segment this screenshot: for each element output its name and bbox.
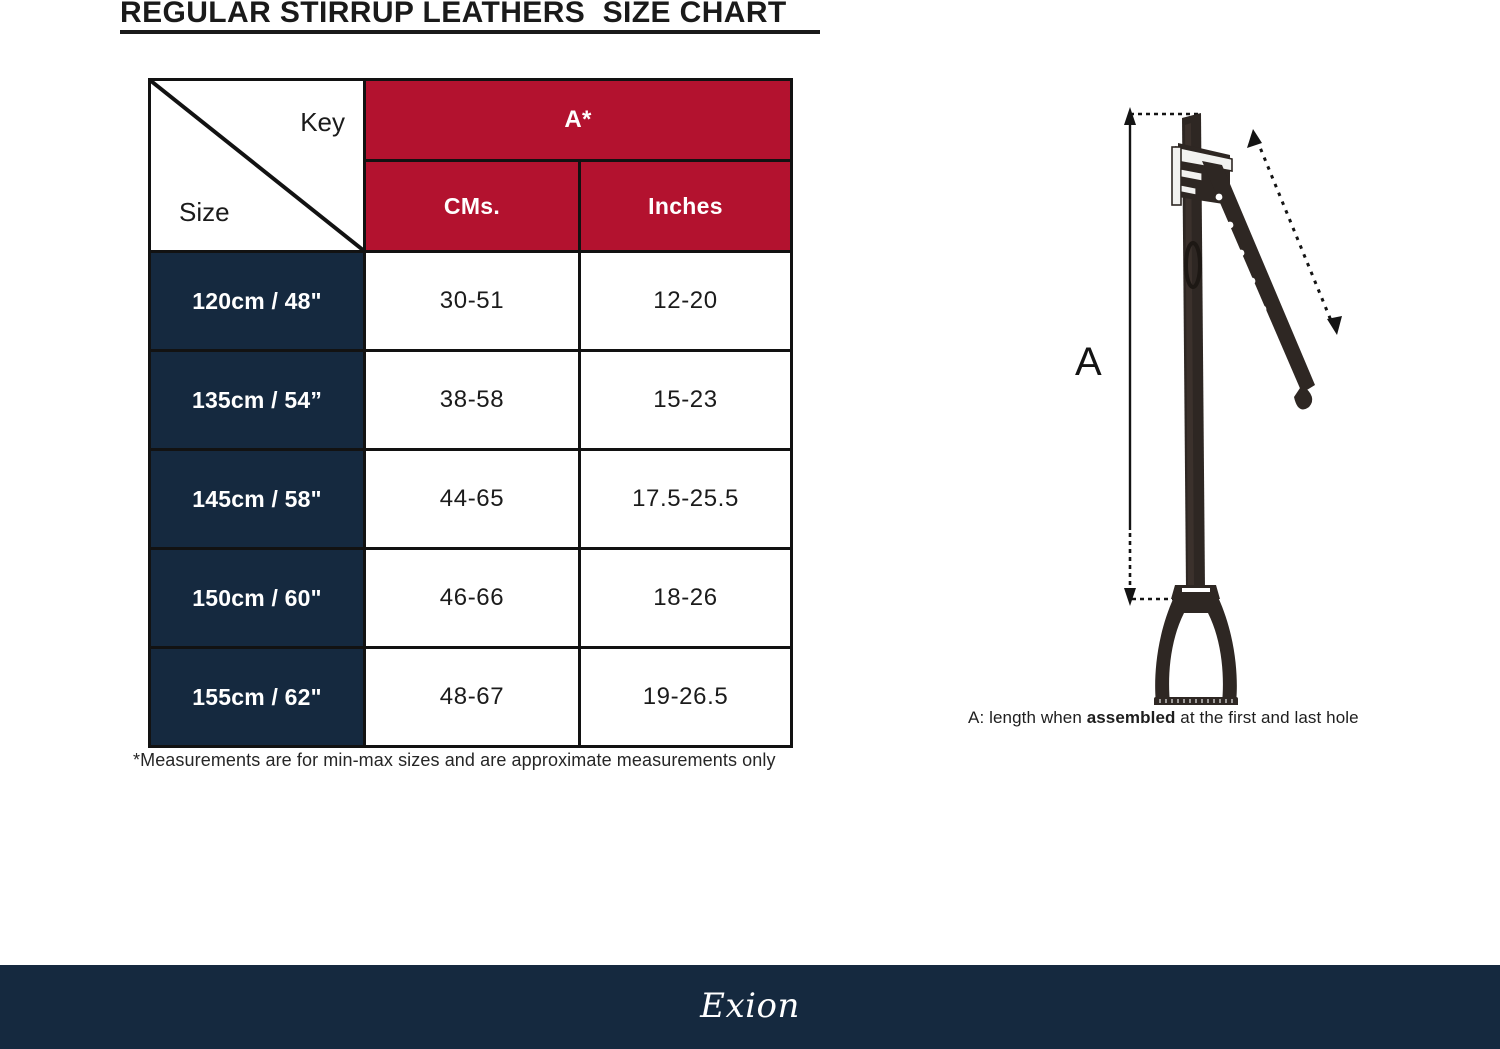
- cell-cms: 46-66: [363, 547, 581, 649]
- corner-key-size-cell: Key Size: [148, 78, 366, 253]
- cell-size: 150cm / 60": [148, 547, 366, 649]
- cell-size: 145cm / 58": [148, 448, 366, 550]
- cell-cms: 44-65: [363, 448, 581, 550]
- stirrup-leather-illustration: [1124, 107, 1342, 705]
- leather-strap-tail: [1202, 161, 1315, 410]
- table-row: 120cm / 48" 30-51 12-20: [148, 250, 793, 352]
- cell-inches: 12-20: [578, 250, 793, 352]
- brand-logo: Exion: [700, 986, 800, 1026]
- punch-hole: [1226, 221, 1234, 229]
- punch-hole: [1215, 193, 1223, 201]
- adjustment-arrowhead-bottom: [1327, 316, 1342, 335]
- punch-hole: [1248, 277, 1256, 285]
- table-head: Key Size A* CMs. Inches: [148, 78, 793, 253]
- cell-inches: 18-26: [578, 547, 793, 649]
- punch-hole: [1259, 305, 1267, 313]
- cell-size: 155cm / 62": [148, 646, 366, 748]
- punch-hole: [1270, 333, 1278, 341]
- table-row: 135cm / 54” 38-58 15-23: [148, 349, 793, 451]
- page-title: REGULAR STIRRUP LEATHERS SIZE CHART: [120, 0, 787, 29]
- corner-key-label: Key: [300, 107, 345, 137]
- dimension-arrowhead-bottom: [1124, 588, 1136, 606]
- diagonal-divider-icon: [151, 81, 363, 250]
- dimension-arrowhead-top: [1124, 107, 1136, 125]
- caption-prefix: A: length when: [968, 708, 1087, 727]
- table-row: 145cm / 58" 44-65 17.5-25.5: [148, 448, 793, 550]
- stirrup-leather-diagram: A: [1050, 85, 1380, 705]
- caption-suffix: at the first and last hole: [1175, 708, 1359, 727]
- adjustment-range-arrow: [1255, 139, 1334, 324]
- cell-size: 135cm / 54”: [148, 349, 366, 451]
- cell-cms: 48-67: [363, 646, 581, 748]
- title-underline: [120, 30, 820, 34]
- adjustment-arrowhead-top: [1247, 129, 1262, 148]
- table-row: 155cm / 62" 48-67 19-26.5: [148, 646, 793, 748]
- cell-inches: 17.5-25.5: [578, 448, 793, 550]
- punch-hole: [1237, 249, 1245, 257]
- diagram-caption: A: length when assembled at the first an…: [968, 708, 1359, 728]
- cell-inches: 15-23: [578, 349, 793, 451]
- size-chart-table-container: Key Size A* CMs. Inches 120cm / 48" 30-5…: [148, 78, 793, 748]
- cell-cms: 30-51: [363, 250, 581, 352]
- size-chart-table: Key Size A* CMs. Inches 120cm / 48" 30-5…: [148, 78, 793, 748]
- table-header-row-1: Key Size A*: [148, 78, 793, 253]
- corner-size-label: Size: [179, 197, 230, 227]
- leather-strap-vertical: [1182, 113, 1205, 590]
- cell-size: 120cm / 48": [148, 250, 366, 352]
- table-row: 150cm / 60" 46-66 18-26: [148, 547, 793, 649]
- stirrup-iron-icon: [1154, 585, 1238, 705]
- keeper-loop: [1184, 241, 1202, 289]
- punch-hole: [1281, 361, 1289, 369]
- measurement-footnote: *Measurements are for min-max sizes and …: [133, 750, 776, 770]
- column-header-inches: Inches: [578, 159, 793, 253]
- cell-inches: 19-26.5: [578, 646, 793, 748]
- caption-bold-assembled: assembled: [1086, 708, 1176, 727]
- column-header-cms: CMs.: [363, 159, 581, 253]
- cell-cms: 38-58: [363, 349, 581, 451]
- table-body: 120cm / 48" 30-51 12-20 135cm / 54” 38-5…: [148, 250, 793, 748]
- dimension-label-a: A: [1075, 340, 1102, 384]
- footer-bar: [0, 965, 1500, 1049]
- column-group-header-a: A*: [363, 78, 793, 162]
- table-header-row-2: CMs. Inches: [150, 159, 793, 253]
